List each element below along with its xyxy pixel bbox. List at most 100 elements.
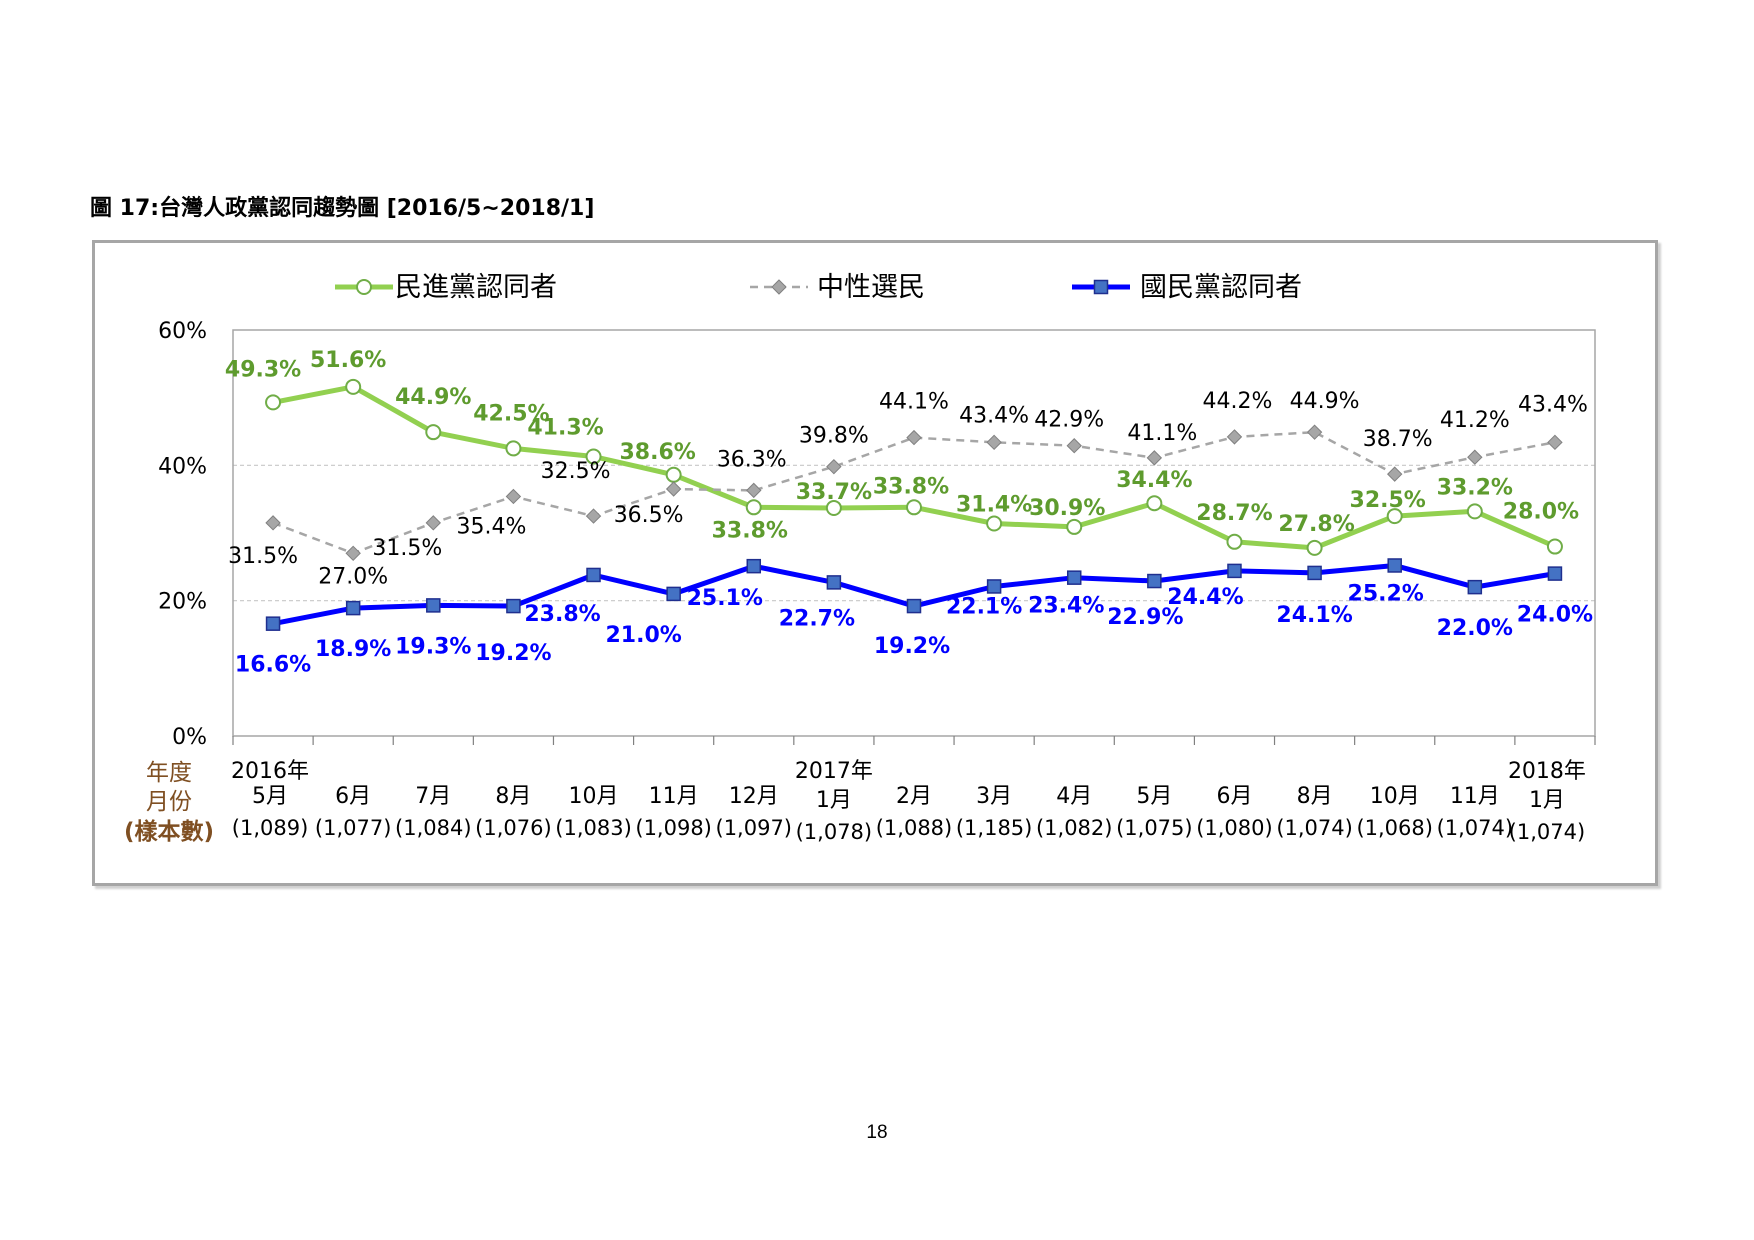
page-number: 18 [866,1122,888,1143]
data-labels: 49.3% 51.6%44.9%42.5%41.3%38.6%33.8%33.7%… [225,348,1593,678]
marker-dpp [906,499,922,516]
x-month-label: 5月 [1136,784,1172,809]
data-label-dpp: 31.4% [956,493,1032,518]
y-tick-label: 0% [172,725,207,750]
data-label-kmt: 19.2% [475,641,551,666]
data-label-neutral: 43.4% [959,403,1029,428]
data-label-dpp: 28.7% [1196,501,1272,526]
marker-neutral [1226,429,1243,445]
marker-dpp [1066,518,1083,535]
data-label-neutral: 35.4% [456,514,526,539]
x-month-label: 4月 [1056,784,1092,809]
data-label-dpp: 33.2% [1437,475,1513,500]
x-month-label: 11月 [649,784,699,809]
x-axis-labels: 2016年5月(1,089)6月(1,077)7月(1,084)8月(1,076… [124,759,1586,845]
data-label-kmt: 19.3% [395,634,471,659]
data-label-neutral: 31.5% [372,536,442,561]
legend-marker-kmt [1093,279,1109,295]
marker-neutral [265,515,281,531]
data-label-dpp: 30.9% [1029,496,1105,521]
data-label-neutral: 32.5% [541,459,611,484]
marker-kmt [906,598,922,614]
x-month-label: 6月 [1216,784,1252,809]
data-label-dpp: 41.3% [527,416,603,441]
marker-neutral [826,458,842,475]
data-label-kmt: 23.4% [1028,594,1104,619]
legend: 民進黨認同者 中性選民 國民黨認同者 [335,272,1302,303]
marker-neutral [1387,466,1403,482]
x-sample-label: (1,097) [716,816,793,840]
row-header-label: 月份 [146,789,192,815]
x-sample-label: (1,074) [1509,820,1586,844]
row-header-label: (樣本數) [124,818,214,845]
data-label-dpp: 33.7% [796,480,872,505]
marker-neutral [1547,434,1563,451]
marker-dpp [825,499,842,516]
data-label-dpp: 44.9% [395,385,471,410]
x-month-label: 8月 [495,784,531,809]
marker-kmt [1147,573,1162,589]
data-label-neutral: 41.1% [1127,421,1197,446]
x-sample-label: (1,084) [395,816,472,840]
data-label-neutral: 38.7% [1363,427,1433,452]
series-line-neutral [272,430,1556,555]
data-label-kmt: 18.9% [315,637,391,662]
row-header-label: 年度 [146,760,192,786]
marker-dpp [425,424,442,441]
marker-kmt [986,579,1002,594]
marker-neutral [505,488,522,505]
x-sample-label: (1,083) [555,816,632,840]
marker-dpp [1386,508,1403,525]
marker-kmt [586,567,601,583]
marker-kmt [826,575,842,590]
data-label-neutral: 36.3% [717,447,787,472]
legend-label-kmt: 國民黨認同者 [1140,272,1302,303]
marker-kmt [1307,565,1322,581]
x-month-label: 10月 [1370,784,1420,809]
x-sample-label: (1,068) [1356,816,1433,840]
marker-kmt [1066,570,1082,585]
x-sample-label: (1,089) [232,816,309,840]
data-label-dpp: 33.8% [712,518,788,543]
marker-dpp [1466,503,1483,520]
data-label-kmt: 22.1% [946,594,1022,619]
marker-dpp [585,448,602,465]
chart-frame: 0% 20% 40% 60% 49.3% 51.6% 44.9% 42.5% 41.3% 38.… [92,240,1658,886]
data-label-kmt: 22.0% [1437,616,1513,641]
data-label-kmt: 25.1% [687,586,763,611]
x-month-label: 7月 [415,784,451,809]
data-label-dpp: 49.3% [225,357,301,382]
data-label-kmt: 22.7% [779,606,855,631]
marker-dpp [1306,539,1323,556]
marker-dpp [986,515,1003,532]
x-month-label: 1月 [816,788,852,813]
x-sample-label: (1,075) [1116,816,1193,840]
x-sample-label: (1,074) [1276,816,1353,840]
y-tick-label: 20% [158,590,207,615]
marker-neutral [746,482,762,499]
marker-neutral [1306,424,1323,440]
data-label-dpp: 51.6% [310,348,386,373]
marker-kmt [666,586,681,602]
x-month-label: 12月 [729,784,779,809]
marker-dpp [1146,495,1163,512]
x-year-label: 2018年 [1508,759,1586,784]
marker-neutral [1146,450,1163,466]
x-sample-label: (1,077) [315,816,392,840]
figure-title: 圖 17:台灣人政黨認同趨勢圖 [2016/5~2018/1] [90,196,595,221]
x-month-label: 8月 [1297,784,1333,809]
x-sample-label: (1,082) [1036,816,1113,840]
marker-dpp [745,499,762,516]
marker-dpp [1226,533,1243,550]
y-tick-label: 60% [158,319,207,344]
data-label-neutral: 36.5% [614,503,684,528]
marker-neutral [986,434,1002,451]
marker-kmt [746,558,762,574]
x-month-label: 1月 [1529,788,1565,813]
legend-label-dpp: 民進黨認同者 [395,272,557,303]
data-label-kmt: 24.1% [1276,603,1352,628]
marker-kmt [506,598,521,614]
marker-dpp [1546,538,1563,555]
legend-marker-neutral [771,279,787,295]
x-month-label: 11月 [1450,784,1500,809]
